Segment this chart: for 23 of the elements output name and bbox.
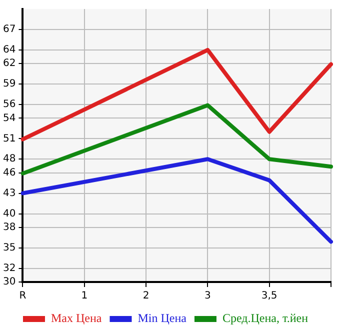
y-tick-label: 48 <box>2 154 16 165</box>
legend-label: Сред.Цена, т.йен <box>222 311 309 326</box>
y-tick-label: 32 <box>2 262 16 274</box>
y-tick-label: 46 <box>2 167 16 178</box>
y-tick-label: 40 <box>2 208 16 220</box>
legend-label: Min Цена <box>138 311 188 326</box>
y-tick-label: 54 <box>2 112 16 124</box>
y-tick-label: 64 <box>2 44 16 56</box>
y-tick-label: 51 <box>2 133 16 144</box>
y-tick-label: 38 <box>2 222 16 233</box>
x-tick-label: 2 <box>142 290 150 302</box>
y-tick-label: 67 <box>2 24 16 36</box>
y-tick-label: 56 <box>2 99 16 110</box>
y-tick-label: 62 <box>2 58 16 70</box>
x-tick-label: 1 <box>81 290 88 302</box>
x-tick-label: 3 <box>204 290 211 302</box>
y-tick-label: 30 <box>2 276 16 288</box>
y-tick-label: 43 <box>2 188 16 199</box>
x-tick-label: 3,5 <box>261 290 278 302</box>
x-tick-label: R <box>19 290 26 302</box>
y-tick-label: 35 <box>2 242 16 254</box>
legend-label: Max Цена <box>50 311 102 326</box>
y-tick-label: 59 <box>2 78 16 90</box>
